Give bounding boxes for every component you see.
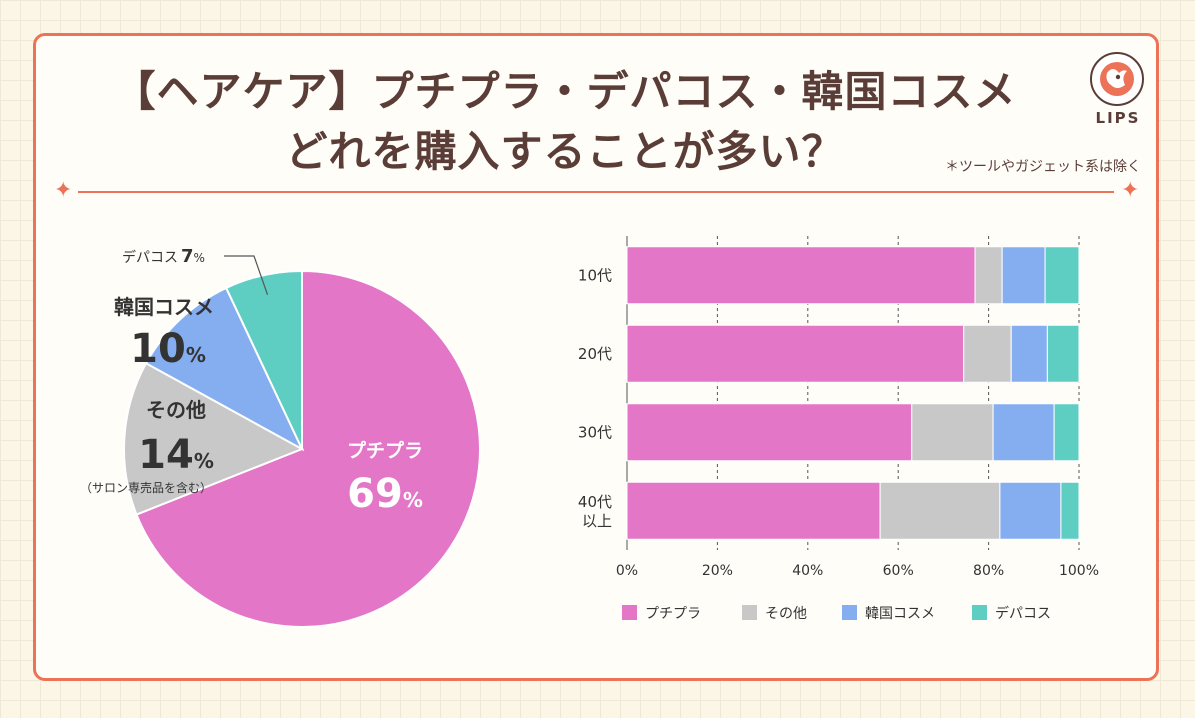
divider [78,191,1114,193]
y-tick-label: 20代 [578,345,612,363]
legend-swatch [972,605,987,620]
bar-segment [1010,324,1048,383]
footnote: ＊ツールやガジェット系は除く [945,159,1141,175]
bar-segment [992,403,1055,462]
y-tick-label: 30代 [578,423,612,441]
y-tick-label: 10代 [578,266,612,284]
pie-sublabel-1: （サロン専売品を含む） [80,480,212,495]
bar-segment [1046,324,1080,383]
legend-label: デパコス [995,605,1051,622]
pie-slice-1 [123,361,305,516]
bar-segment [626,481,881,540]
pie-label-0: プチプラ [347,439,423,462]
legend-swatch [742,605,757,620]
x-tick-label: 20% [702,563,733,579]
pie-slice-2 [144,286,305,452]
legend-swatch [842,605,857,620]
bar-segment [1053,403,1080,462]
bar-segment [626,246,976,305]
legend-label: その他 [765,606,807,622]
pie-slice-0 [135,269,481,628]
pie-label-1: その他 [146,398,206,422]
bar-segment [1001,246,1046,305]
pie-label-2: 韓国コスメ [114,295,214,319]
title-line-2: どれを購入することが多い？ [285,127,845,176]
bar-segment [974,246,1003,305]
bar-segment [999,481,1062,540]
legend-swatch [622,605,637,620]
y-tick-label: 40代以上 [578,493,612,530]
pie-value-0: 69% [347,471,423,517]
x-tick-label: 0% [616,563,638,579]
sparkle-left-icon: ✦ [54,178,73,203]
title-line-1: 【ヘアケア】プチプラ・デパコス・韓国コスメ [113,67,1017,116]
pie-slice-3 [224,269,303,450]
logo-text: LIPS [1095,109,1141,127]
lips-logo-icon [1090,52,1144,106]
legend-label: 韓国コスメ [865,606,935,622]
sparkle-right-icon: ✦ [1121,178,1140,203]
bar-segment [626,403,913,462]
x-tick-label: 80% [973,563,1004,579]
bar-segment [1044,246,1080,305]
bar-segment [879,481,1001,540]
bar-segment [1060,481,1080,540]
bar-segment [626,324,965,383]
x-tick-label: 100% [1059,563,1099,579]
x-tick-label: 60% [883,563,914,579]
pie-leader-line [224,255,269,296]
x-tick-label: 40% [792,563,823,579]
bar-segment [963,324,1012,383]
pie-label-3: デパコス 7% [122,246,205,267]
legend-label: プチプラ [645,606,701,622]
bar-segment [911,403,994,462]
